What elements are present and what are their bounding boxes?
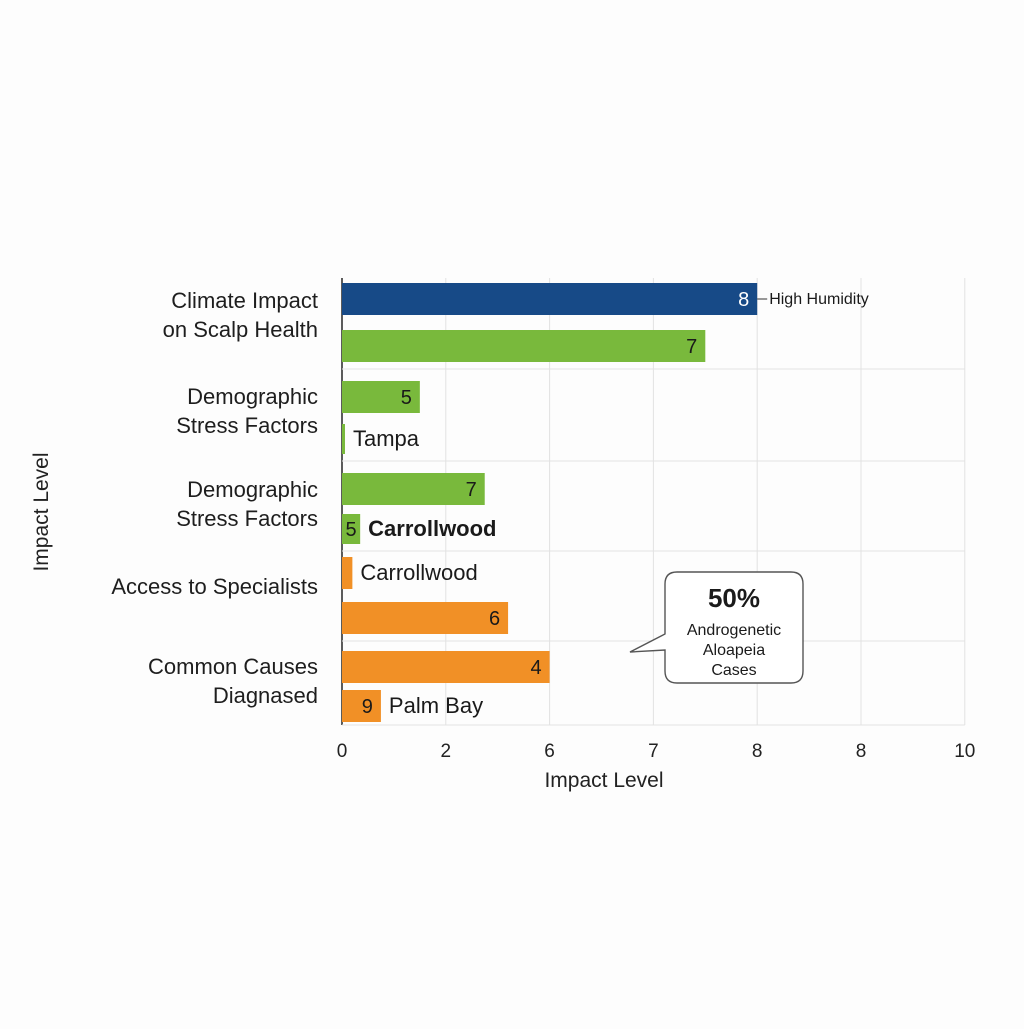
callout-value: 50% — [708, 583, 760, 613]
bar-value-label: 6 — [489, 608, 500, 630]
category-label: on Scalp Health — [163, 317, 318, 342]
category-label: Stress Factors — [176, 413, 318, 438]
x-tick-label: 7 — [648, 741, 659, 762]
category-label: Climate Impact — [171, 288, 318, 313]
x-tick-label: 8 — [856, 741, 867, 762]
bar-value-label: 4 — [530, 657, 541, 679]
bar — [342, 557, 353, 589]
bar-annotation: Palm Bay — [389, 693, 483, 718]
callout-text: Androgenetic — [687, 622, 781, 639]
bar-value-label: 7 — [686, 336, 697, 358]
callout-text: Cases — [711, 662, 756, 679]
y-axis-title: Impact Level — [30, 452, 53, 571]
bar — [342, 514, 361, 544]
category-label: Diagnased — [213, 683, 318, 708]
axes: Impact Level Impact Level — [30, 452, 664, 792]
category-label: Common Causes — [148, 654, 318, 679]
bar — [342, 381, 420, 413]
bar-value-label: 5 — [401, 387, 412, 409]
bar-value-label: 8 — [738, 289, 749, 311]
bar-annotation: High Humidity — [769, 291, 869, 308]
bar-value-label: 5 — [346, 519, 357, 541]
bar-annotation: Carrollwood — [368, 516, 496, 541]
category-label: Access to Specialists — [111, 574, 318, 599]
bar — [342, 602, 509, 634]
bar — [342, 283, 758, 315]
callout-text: Aloapeia — [703, 642, 765, 659]
bars — [342, 283, 758, 722]
labels: Climate Impact on Scalp Health 8 High Humid… — [111, 288, 868, 718]
x-tick-label: 10 — [954, 741, 975, 762]
callout: 50% Androgenetic Aloapeia Cases — [629, 571, 804, 684]
category-label: Demographic — [187, 477, 318, 502]
bar — [342, 473, 485, 505]
x-axis-title: Impact Level — [544, 769, 663, 792]
x-tick-label: 6 — [544, 741, 555, 762]
grid: 0 2 6 7 8 8 10 — [337, 278, 975, 762]
bar-value-label: 7 — [466, 479, 477, 501]
x-tick-label: 2 — [441, 741, 452, 762]
callout-bubble — [629, 571, 804, 684]
x-tick-label: 8 — [752, 741, 763, 762]
x-tick-label: 0 — [337, 741, 348, 762]
bar-value-label: 9 — [362, 696, 373, 718]
bar — [342, 690, 381, 722]
bar — [342, 330, 706, 362]
bar-annotation: Carrollwood — [360, 560, 477, 585]
category-label: Demographic — [187, 384, 318, 409]
bar-annotation: Tampa — [353, 426, 420, 451]
bar — [342, 651, 550, 683]
category-label: Stress Factors — [176, 506, 318, 531]
bar — [342, 424, 345, 454]
